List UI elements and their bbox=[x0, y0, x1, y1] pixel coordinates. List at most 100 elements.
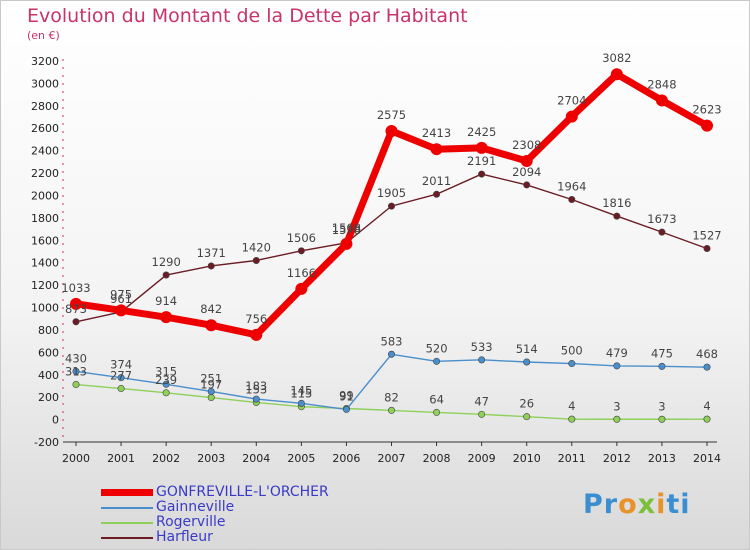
data-point bbox=[72, 367, 80, 375]
data-label: 1568 bbox=[332, 221, 361, 235]
x-tick-label: 2003 bbox=[197, 452, 225, 465]
data-point bbox=[655, 94, 668, 107]
data-label: 64 bbox=[429, 392, 444, 406]
legend-label: Rogerville bbox=[156, 514, 226, 530]
data-point bbox=[568, 415, 576, 423]
data-point bbox=[207, 387, 215, 395]
chart-subtitle: (en €) bbox=[27, 29, 60, 42]
x-tick-label: 2014 bbox=[693, 452, 721, 465]
data-label: 239 bbox=[155, 373, 177, 387]
data-labels: 873 961 1290 1371 1420 1506 1578 1905 2011 2191 20… bbox=[61, 51, 721, 413]
data-point bbox=[658, 228, 666, 236]
data-label: 479 bbox=[606, 346, 628, 360]
data-point bbox=[703, 244, 711, 252]
y-tick-label: 600 bbox=[38, 346, 59, 359]
data-label: 475 bbox=[651, 346, 673, 360]
y-tick-label: 2600 bbox=[31, 122, 59, 135]
data-point bbox=[703, 415, 711, 423]
data-point bbox=[342, 405, 350, 413]
data-point bbox=[613, 212, 621, 220]
data-point bbox=[475, 141, 488, 154]
x-tick-label: 2012 bbox=[603, 452, 631, 465]
x-tick-label: 2008 bbox=[423, 452, 451, 465]
data-point bbox=[250, 328, 263, 341]
x-tick-label: 2009 bbox=[468, 452, 496, 465]
legend-swatch bbox=[101, 537, 153, 539]
data-point bbox=[252, 395, 260, 403]
proxiti-logo: Proxiti bbox=[583, 489, 691, 520]
x-tick-label: 2005 bbox=[287, 452, 315, 465]
y-tick-label: 400 bbox=[38, 369, 59, 382]
x-tick-label: 2004 bbox=[242, 452, 270, 465]
data-point bbox=[115, 304, 128, 317]
data-label: 842 bbox=[200, 302, 222, 316]
data-point bbox=[523, 413, 531, 421]
data-point bbox=[297, 247, 305, 255]
data-point bbox=[568, 360, 576, 368]
data-label: 2011 bbox=[422, 174, 451, 188]
series-lines bbox=[70, 68, 713, 423]
data-label: 2413 bbox=[422, 126, 451, 140]
y-tick-label: 1800 bbox=[31, 212, 59, 225]
data-label: 3082 bbox=[602, 51, 631, 65]
x-tick-label: 2006 bbox=[332, 452, 360, 465]
data-point bbox=[387, 406, 395, 414]
data-point bbox=[478, 170, 486, 178]
data-label: 1166 bbox=[287, 266, 316, 280]
data-label: 975 bbox=[110, 287, 132, 301]
data-point bbox=[565, 110, 578, 123]
legend-swatch bbox=[101, 489, 153, 496]
data-point bbox=[252, 256, 260, 264]
data-point bbox=[205, 319, 218, 332]
data-label: 2848 bbox=[647, 77, 676, 91]
data-label: 91 bbox=[339, 389, 354, 403]
data-point bbox=[117, 385, 125, 393]
y-tick-label: 0 bbox=[52, 414, 59, 427]
axes: -200 0 200 400 600 800 1000 1200 1400 1600 1800 200… bbox=[31, 55, 721, 465]
legend-swatch bbox=[101, 522, 153, 524]
data-point bbox=[433, 190, 441, 198]
x-tick-label: 2000 bbox=[62, 452, 90, 465]
data-point bbox=[701, 119, 713, 132]
data-label: 2623 bbox=[692, 103, 721, 117]
data-point bbox=[72, 318, 80, 326]
data-point bbox=[433, 408, 441, 416]
data-point bbox=[658, 415, 666, 423]
legend-swatch bbox=[101, 507, 153, 509]
y-tick-label: 2400 bbox=[31, 145, 59, 158]
data-label: 1033 bbox=[61, 281, 90, 295]
data-label: 2425 bbox=[467, 125, 496, 139]
data-point bbox=[610, 68, 623, 81]
data-point bbox=[385, 125, 398, 138]
data-label: 3 bbox=[658, 399, 665, 413]
data-label: 2575 bbox=[377, 108, 406, 122]
data-label: 1527 bbox=[692, 228, 721, 242]
data-label: 99 bbox=[339, 388, 354, 402]
data-label: 1371 bbox=[197, 246, 226, 260]
data-point bbox=[430, 143, 443, 156]
y-tick-label: 1000 bbox=[31, 302, 59, 315]
legend-label: Harfleur bbox=[156, 529, 213, 545]
data-label: 145 bbox=[290, 383, 312, 397]
x-tick-label: 2011 bbox=[558, 452, 586, 465]
data-label: 468 bbox=[696, 347, 718, 361]
data-point bbox=[295, 282, 308, 295]
data-label: 2704 bbox=[557, 94, 586, 108]
data-label: 1420 bbox=[242, 240, 271, 254]
x-tick-label: 2001 bbox=[107, 452, 135, 465]
legend-label: Gainneville bbox=[156, 499, 235, 515]
y-tick-label: 2800 bbox=[31, 100, 59, 113]
data-point bbox=[387, 350, 395, 358]
x-tick-label: 2002 bbox=[152, 452, 180, 465]
data-label: 1290 bbox=[152, 255, 181, 269]
data-label: 47 bbox=[474, 394, 489, 408]
data-label: 251 bbox=[200, 371, 222, 385]
data-label: 374 bbox=[110, 358, 132, 372]
data-label: 1506 bbox=[287, 231, 316, 245]
data-label: 961 bbox=[110, 292, 132, 306]
data-point bbox=[117, 374, 125, 382]
x-tick-label: 2007 bbox=[378, 452, 406, 465]
data-label: 2191 bbox=[467, 154, 496, 168]
data-point bbox=[703, 363, 711, 371]
